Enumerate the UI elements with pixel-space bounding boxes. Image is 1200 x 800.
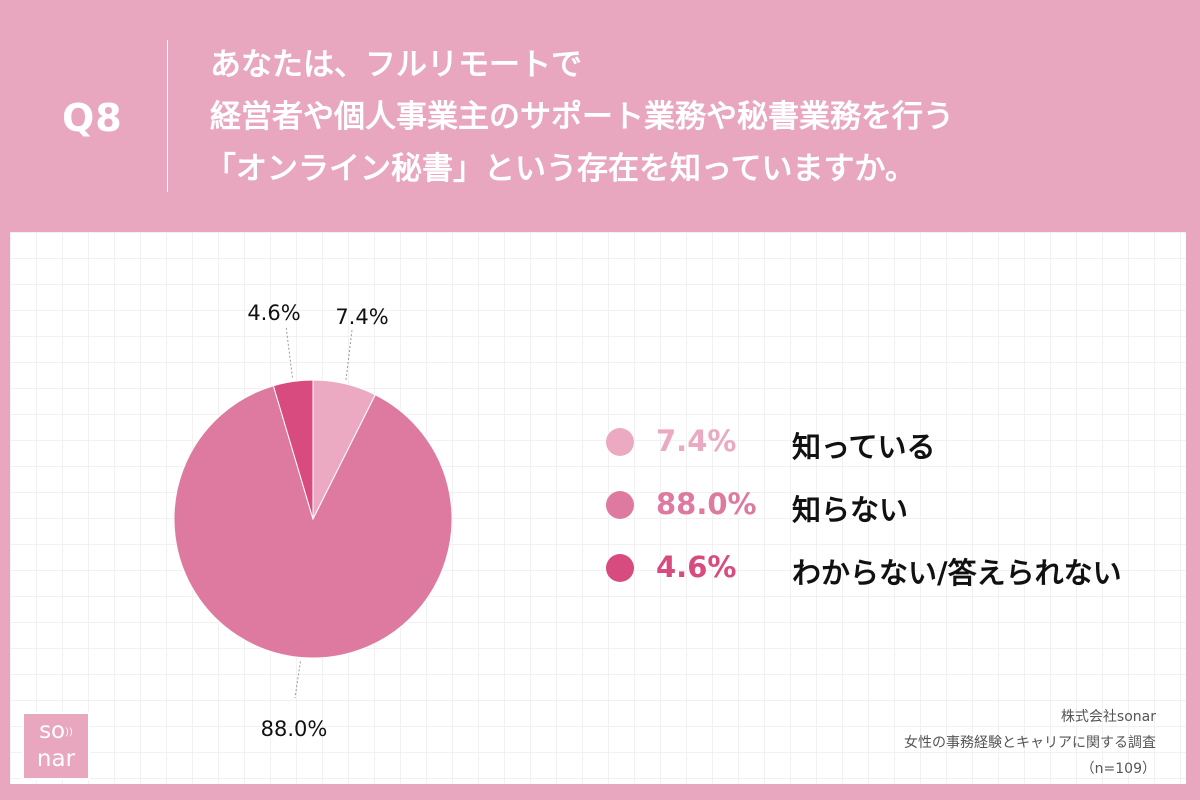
chart-panel: 7.4% 88.0% 4.6% 7.4% 知っている 88.0% 知らない 4.6%…: [10, 232, 1186, 784]
slice-value-label: 4.6%: [247, 301, 300, 325]
legend-value: 88.0%: [656, 487, 757, 521]
question-number: Q8: [62, 96, 123, 140]
logo-text-top: so: [39, 718, 66, 744]
slice-value-label: 88.0%: [261, 717, 328, 741]
legend-dot: [606, 428, 634, 456]
leader-line: [345, 329, 353, 380]
logo-text-bottom: nar: [36, 746, 76, 772]
question-text-line-1: あなたは、フルリモートで: [210, 47, 582, 83]
legend-value: 7.4%: [656, 424, 737, 458]
question-text-line-3: 「オンライン秘書」という存在を知っていますか。: [205, 151, 916, 187]
legend-value: 4.6%: [656, 550, 737, 584]
source-company: 株式会社sonar: [1060, 709, 1156, 725]
pie-slice: [173, 385, 453, 659]
pie-chart: 7.4% 88.0% 4.6%: [173, 301, 453, 741]
sound-waves-icon: )): [65, 727, 73, 738]
legend-dot: [606, 491, 634, 519]
leader-line: [285, 325, 293, 378]
slice-value-label: 7.4%: [335, 305, 388, 329]
legend-label: 知っている: [792, 430, 936, 464]
leader-line: [294, 661, 301, 699]
header-divider: [167, 40, 168, 192]
sonar-logo: so)) nar: [22, 712, 90, 780]
pie-slice: [272, 379, 314, 520]
legend-dot: [606, 554, 634, 582]
source-sample-size: （n=109）: [1080, 761, 1156, 777]
legend-label: 知らない: [792, 493, 909, 527]
source-title: 女性の事務経験とキャリアに関する調査: [904, 735, 1156, 751]
legend-label: わからない/答えられない: [792, 556, 1122, 590]
header: Q8 あなたは、フルリモートで 経営者や個人事業主のサポート業務や秘書業務を行う…: [0, 0, 1200, 232]
question-text-line-2: 経営者や個人事業主のサポート業務や秘書業務を行う: [210, 99, 954, 135]
